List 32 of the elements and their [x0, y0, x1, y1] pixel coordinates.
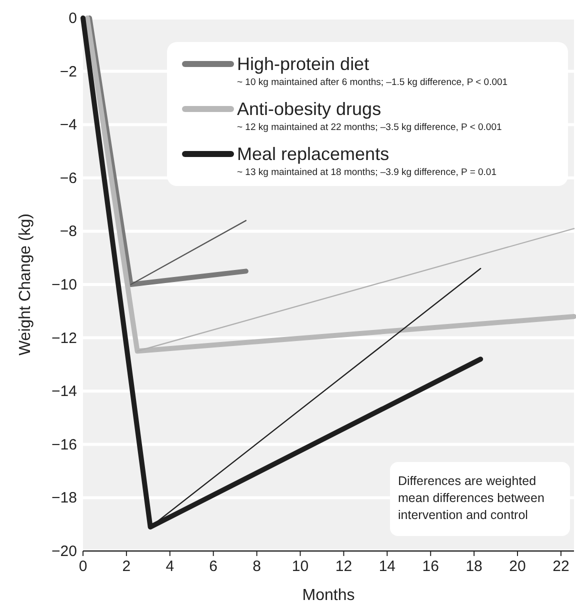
- legend-label: High-protein diet: [237, 54, 370, 74]
- x-tick-label: 6: [209, 558, 218, 575]
- x-tick-label: 4: [166, 558, 174, 575]
- y-tick-label: 0: [68, 10, 77, 27]
- y-axis-title: Weight Change (kg): [17, 214, 34, 356]
- annotation: ~ 12 kg maintained at 22 months; –3.5 kg difference, P < 0.001: [237, 122, 502, 133]
- x-tick-label: 16: [422, 558, 439, 575]
- x-tick-label: 8: [252, 558, 261, 575]
- y-tick-label: −14: [52, 383, 77, 400]
- x-tick-label: 20: [509, 558, 526, 575]
- y-tick-label: −10: [52, 276, 77, 294]
- annotation: ~ 13 kg maintained at 18 months; –3.9 kg difference, P = 0.01: [237, 167, 496, 178]
- x-tick-label: 18: [466, 558, 482, 575]
- annotation: ~ 10 kg maintained after 6 months; –1.5 kg difference, P < 0.001: [237, 77, 508, 88]
- y-tick-label: −6: [60, 170, 77, 187]
- x-tick-label: 2: [122, 558, 131, 575]
- y-tick-label: −12: [52, 330, 77, 347]
- x-tick-label: 0: [78, 558, 88, 575]
- y-tick-label: −20: [52, 543, 77, 560]
- y-tick-label: −8: [60, 223, 77, 240]
- x-tick-label: 10: [292, 558, 309, 575]
- x-tick-label: 12: [335, 558, 352, 575]
- x-tick-label: 14: [378, 558, 396, 575]
- x-axis-title: Months: [302, 587, 355, 604]
- x-tick-label: 22: [552, 558, 570, 575]
- annotation: Differences are weighted mean differences between intervention and control: [398, 474, 544, 522]
- legend-label: Meal replacements: [237, 144, 390, 164]
- y-tick-label: −18: [52, 490, 77, 507]
- legend-label: Anti-obesity drugs: [237, 99, 382, 119]
- y-tick-label: −16: [52, 436, 77, 454]
- y-tick-label: −4: [60, 116, 77, 134]
- y-tick-label: −2: [60, 63, 77, 80]
